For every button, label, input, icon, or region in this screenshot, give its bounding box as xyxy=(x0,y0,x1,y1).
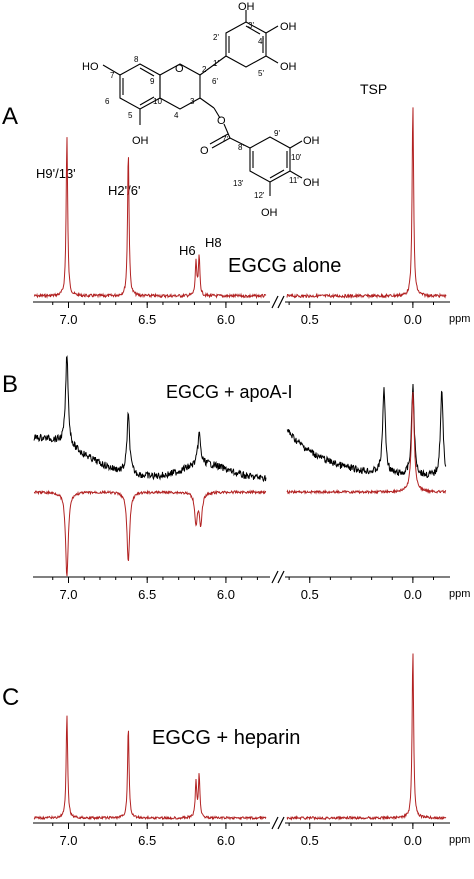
atom-label-6: 6 xyxy=(105,97,110,106)
peak-label-h6: H6 xyxy=(179,243,196,258)
atom-label-9p: 9' xyxy=(274,129,280,138)
tick-label: 0.0 xyxy=(404,312,422,327)
axis-break-a-0 xyxy=(271,295,279,309)
atom-label-3p: 3' xyxy=(248,21,254,30)
atom-label-o-ester: O xyxy=(217,115,226,127)
panel-c: EGCG + heparin 7.0 6.5 6.0 0.5 0.0 ppm xyxy=(33,653,470,848)
peak-label-tsp: TSP xyxy=(360,81,387,97)
atom-label-12p: 12' xyxy=(254,191,265,200)
atom-label-o-carbonyl: O xyxy=(200,145,209,157)
atom-label-oh-top: OH xyxy=(238,1,255,13)
peak-label-h8: H8 xyxy=(205,235,222,250)
tick-label: 6.0 xyxy=(217,587,235,602)
axis-break-a-2 xyxy=(271,816,279,830)
axis-break-b-2 xyxy=(277,816,285,830)
tick-label: 0.0 xyxy=(404,833,422,848)
x-axis-label: ppm xyxy=(449,588,470,600)
atom-label-4: 4 xyxy=(174,111,179,120)
atom-label-1p: 1' xyxy=(213,59,219,68)
panel-b: EGCG + apoA-I 7.0 6.5 6.0 0.5 0.0 ppm xyxy=(33,355,470,602)
atom-label-2p: 2' xyxy=(213,33,219,42)
atom-label-oh-10p: OH xyxy=(303,135,320,147)
atom-label-oh-5: OH xyxy=(132,135,149,147)
tick-label: 7.0 xyxy=(59,833,77,848)
tick-label: 0.5 xyxy=(301,833,319,848)
atom-label-8p: 8' xyxy=(238,143,244,152)
atom-label-7: 7 xyxy=(110,71,115,80)
atom-label-7p: 7' xyxy=(222,135,228,144)
spectrum-a-left xyxy=(33,137,267,300)
tick-label: 6.0 xyxy=(217,312,235,327)
x-axis-label: ppm xyxy=(449,834,470,846)
atom-label-11p: 11' xyxy=(289,176,299,185)
peak-label-h2-6: H2'/6' xyxy=(108,183,140,198)
atom-label-oh-5p: OH xyxy=(280,61,297,73)
ring-d xyxy=(249,136,291,183)
spectrum-c-right xyxy=(286,653,447,821)
x-axis-label: ppm xyxy=(449,313,470,325)
atom-label-10: 10 xyxy=(153,97,162,106)
atom-label-6p: 6' xyxy=(212,77,218,86)
tick-label: 6.5 xyxy=(138,833,156,848)
tick-label: 0.0 xyxy=(404,587,422,602)
spectrum-b-upper-right xyxy=(286,383,447,478)
atom-label-10p: 10' xyxy=(291,153,302,162)
atom-label-oh-12p: OH xyxy=(261,207,278,219)
atom-label-3: 3 xyxy=(190,97,195,106)
tick-label: 0.5 xyxy=(301,312,319,327)
atom-label-oh-4p: OH xyxy=(280,21,297,33)
panel-label-a: A xyxy=(2,103,18,130)
axis-break-b-0 xyxy=(277,295,285,309)
annotation-a: EGCG alone xyxy=(228,255,341,277)
atom-label-ho-7: HO xyxy=(82,61,99,73)
molecule-labels: OH 3' OH 2' 4' O 1' 8 HO 7 9 2 6' 5' OH … xyxy=(82,1,320,219)
atom-label-8: 8 xyxy=(134,55,139,64)
tick-label: 6.5 xyxy=(138,312,156,327)
annotation-c: EGCG + heparin xyxy=(152,727,300,749)
atom-label-5p: 5' xyxy=(258,69,264,78)
atom-label-oh-11p: OH xyxy=(303,177,320,189)
spectrum-a-right xyxy=(286,107,447,300)
spectrum-b-upper-left xyxy=(33,355,267,483)
tick-label: 6.5 xyxy=(138,587,156,602)
atom-label-4p: 4' xyxy=(258,37,264,46)
axis-break-b-1 xyxy=(277,570,285,584)
tick-label: 7.0 xyxy=(59,587,77,602)
atom-label-5: 5 xyxy=(128,111,133,120)
spectrum-b-lower-right xyxy=(286,392,447,495)
panel-label-c: C xyxy=(2,684,19,711)
atom-label-o-ring: O xyxy=(175,63,184,75)
atom-label-9: 9 xyxy=(150,77,155,86)
atom-label-2: 2 xyxy=(202,65,207,74)
panel-a: H9'/13' H2'/6' H6 H8 TSP EGCG alone 7.0 6… xyxy=(33,81,470,327)
spectrum-b-lower-left xyxy=(33,489,267,577)
tick-label: 7.0 xyxy=(59,312,77,327)
atom-label-13p: 13' xyxy=(233,179,244,188)
tick-label: 0.5 xyxy=(301,587,319,602)
axis-break-a-1 xyxy=(271,570,279,584)
tick-label: 6.0 xyxy=(217,833,235,848)
spectrum-c-left xyxy=(33,715,267,821)
egcg-structure xyxy=(102,10,303,196)
panel-label-b: B xyxy=(2,371,18,398)
annotation-b: EGCG + apoA-I xyxy=(166,382,293,402)
peak-label-h9-13: H9'/13' xyxy=(36,166,76,181)
